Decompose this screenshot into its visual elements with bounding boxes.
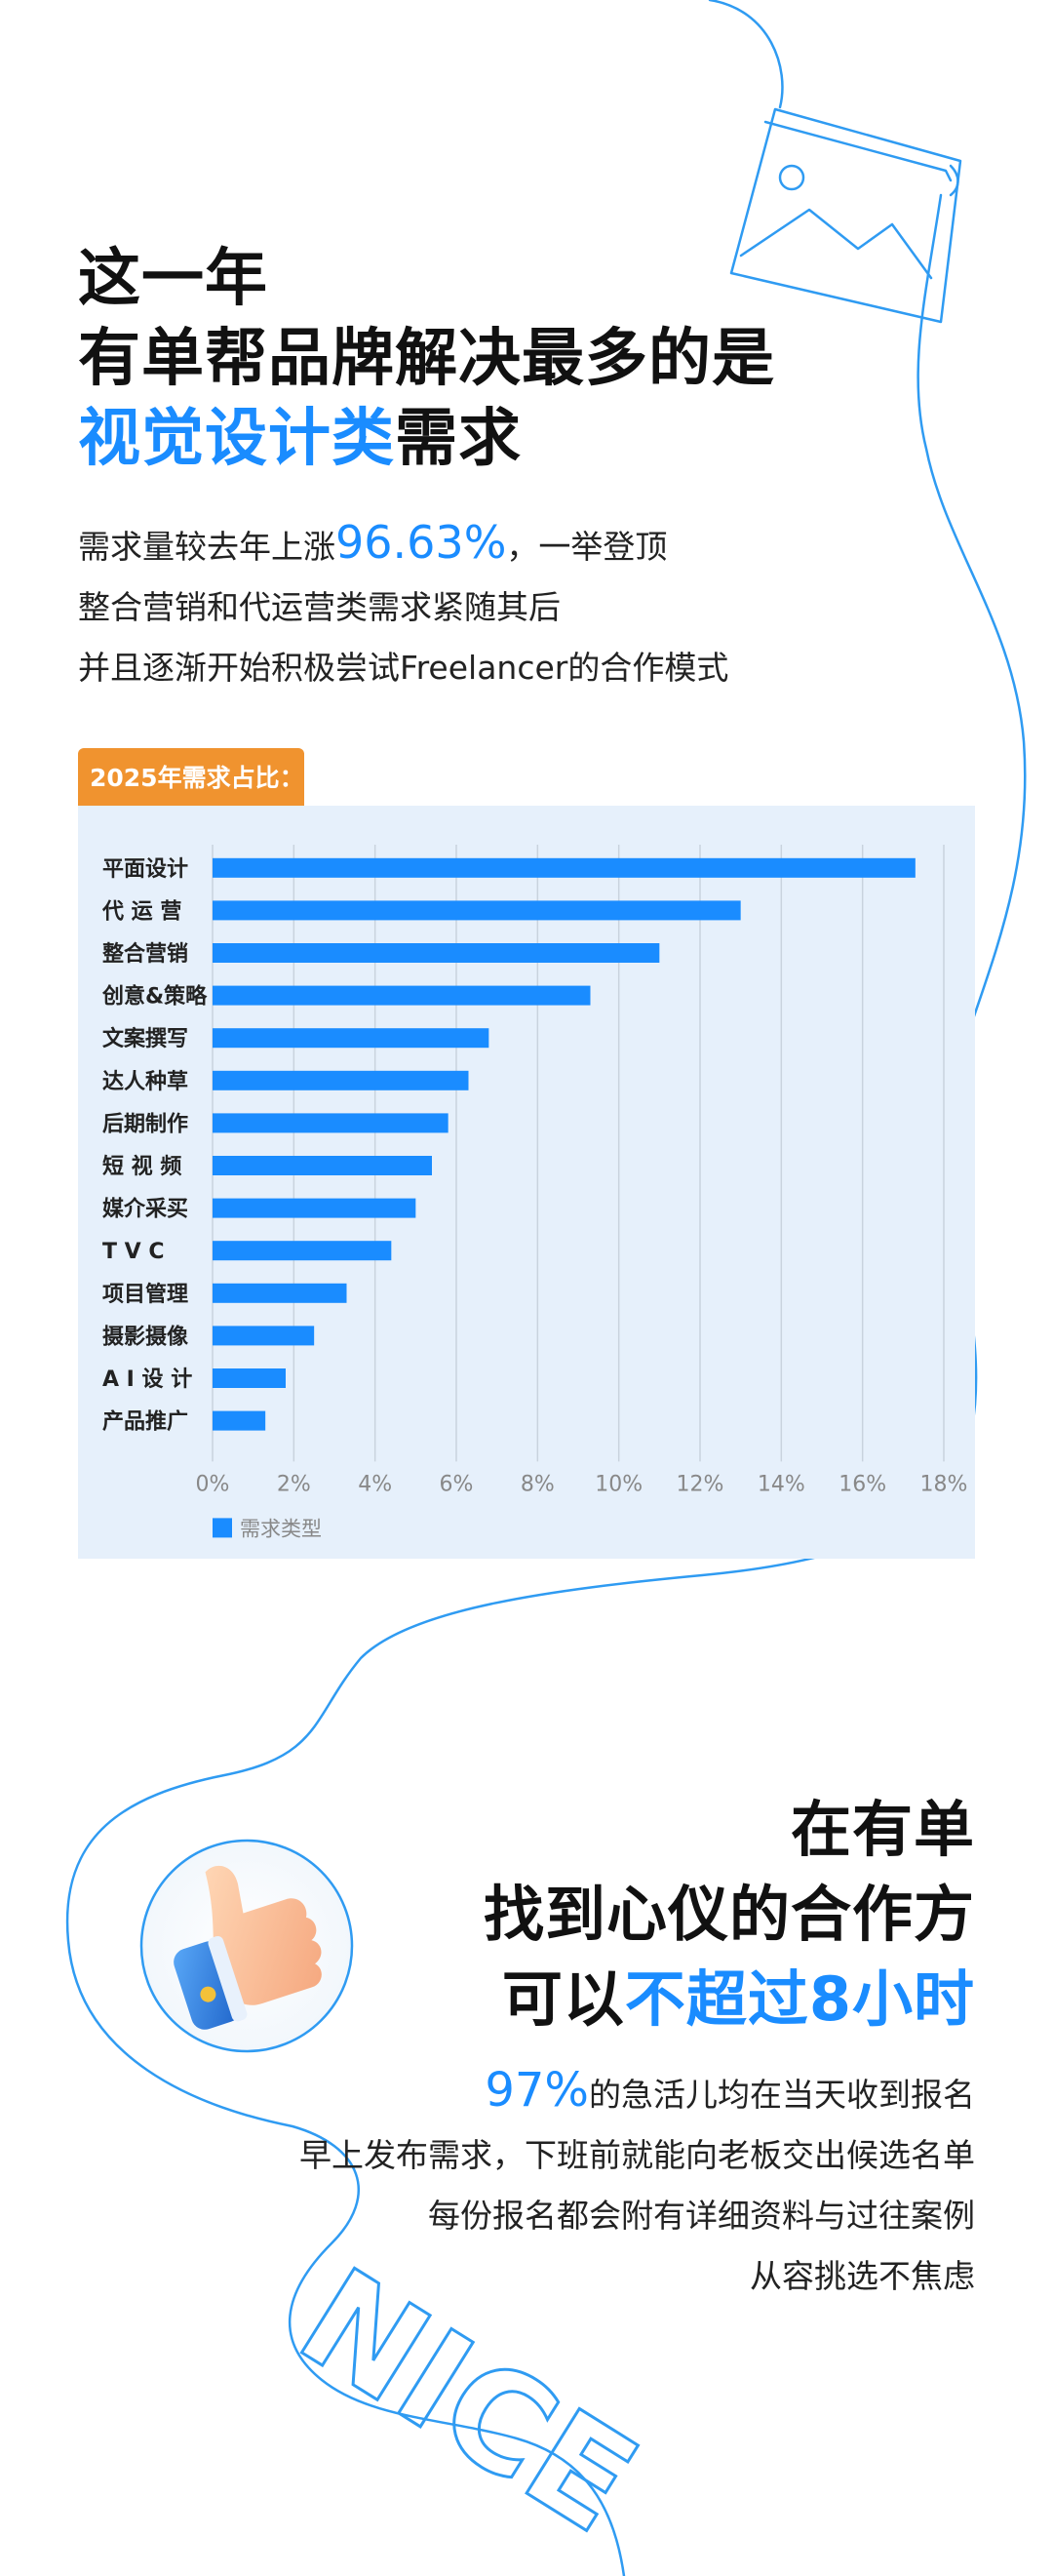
x-tick-label: 2% (277, 1472, 311, 1496)
headline-2-line-3: 可以不超过8小时 (484, 1957, 975, 2041)
headline-1: 这一年 有单帮品牌解决最多的是 视觉设计类需求 (78, 239, 775, 479)
speed-line-4: 从容挑选不焦虑 (750, 2257, 975, 2295)
bar (213, 1283, 347, 1303)
chart-tag: 2025年需求占比： (78, 748, 304, 809)
x-tick-label: 18% (920, 1472, 968, 1496)
intro-line-3: 并且逐渐开始积极尝试Freelancer的合作模式 (78, 649, 729, 687)
thumbs-up-icon (139, 1839, 354, 2053)
headline-1-line-3: 视觉设计类需求 (78, 399, 775, 479)
bar (213, 1198, 416, 1218)
category-label: A I 设 计 (102, 1367, 192, 1392)
bar (213, 1113, 448, 1133)
intro-line-1-pre: 需求量较去年上涨 (78, 528, 335, 566)
intro-paragraph: 需求量较去年上涨96.63%，一举登顶 整合营销和代运营类需求紧随其后 并且逐渐… (78, 512, 728, 698)
bar (213, 985, 591, 1006)
headline-1-line-2: 有单帮品牌解决最多的是 (78, 323, 775, 395)
x-tick-label: 16% (838, 1472, 886, 1496)
signup-percentage: 97% (485, 2063, 589, 2118)
x-tick-label: 4% (358, 1472, 392, 1496)
category-label: 后期制作 (102, 1112, 188, 1136)
bar (213, 943, 660, 963)
headline-1-highlight: 视觉设计类 (78, 403, 395, 475)
headline-1-line-3-rest: 需求 (395, 403, 522, 475)
bar (213, 900, 741, 921)
category-label: 代 运 营 (101, 899, 181, 924)
bar (213, 1241, 392, 1261)
bar (213, 1368, 286, 1388)
speed-line-1: 97%的急活儿均在当天收到报名 (299, 2060, 975, 2125)
headline-2-highlight: 不超过8小时 (624, 1963, 975, 2035)
headline-2-line-1: 在有单 (790, 1794, 975, 1865)
x-tick-label: 10% (595, 1472, 643, 1496)
speed-line-2: 早上发布需求，下班前就能向老板交出候选名单 (299, 2136, 975, 2174)
category-label: 创意&策略 (101, 984, 208, 1010)
bar (213, 857, 916, 878)
bar (213, 1326, 315, 1346)
headline-1-line-1: 这一年 (78, 243, 268, 315)
intro-line-1-post: ，一举登顶 (506, 528, 668, 566)
category-label: 产品推广 (102, 1409, 188, 1435)
speed-paragraph: 97%的急活儿均在当天收到报名 早上发布需求，下班前就能向老板交出候选名单 每份… (299, 2060, 975, 2307)
category-label: 整合营销 (102, 941, 188, 967)
growth-percentage: 96.63% (335, 516, 507, 569)
speed-line-3: 每份报名都会附有详细资料与过往案例 (428, 2197, 975, 2235)
legend-label: 需求类型 (240, 1517, 322, 1540)
x-tick-label: 8% (521, 1472, 555, 1496)
x-tick-label: 6% (440, 1472, 474, 1496)
headline-2: 在有单 找到心仪的合作方 可以不超过8小时 (484, 1787, 975, 2041)
category-label: T V C (102, 1240, 165, 1264)
legend-swatch (213, 1518, 232, 1538)
intro-line-2: 整合营销和代运营类需求紧随其后 (78, 588, 561, 626)
headline-2-line-3-pre: 可以 (501, 1963, 625, 2035)
category-label: 达人种草 (102, 1069, 188, 1094)
bar (213, 1070, 469, 1090)
bar (213, 1028, 489, 1049)
bar (213, 1156, 432, 1175)
x-tick-label: 14% (758, 1472, 805, 1496)
x-tick-label: 0% (196, 1472, 230, 1496)
category-label: 摄影摄像 (102, 1324, 189, 1349)
intro-line-1: 需求量较去年上涨96.63%，一举登顶 (78, 512, 728, 577)
chart-panel: 0% 2% 4% 6% 8% 10% 12% 14% 16% 18% 平面设计代 运 营整合营销创意… (78, 806, 975, 1559)
speed-line-1-rest: 的急活儿均在当天收到报名 (589, 2076, 975, 2114)
x-tick-label: 12% (677, 1472, 724, 1496)
category-label: 平面设计 (102, 857, 188, 882)
category-label: 媒介采买 (102, 1197, 188, 1222)
headline-2-line-2: 找到心仪的合作方 (483, 1879, 975, 1950)
category-label: 短 视 频 (102, 1154, 181, 1179)
category-label: 文案撰写 (102, 1026, 188, 1051)
category-label: 项目管理 (102, 1282, 188, 1307)
bar (213, 1410, 266, 1431)
